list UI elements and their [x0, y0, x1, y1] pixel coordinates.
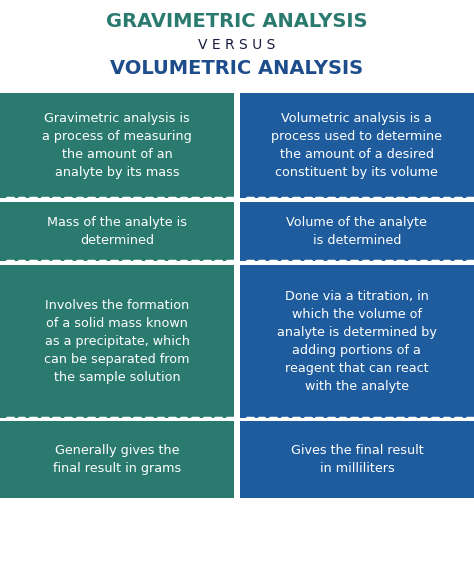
FancyBboxPatch shape [0, 265, 234, 418]
FancyBboxPatch shape [240, 93, 474, 198]
Text: Involves the formation
of a solid mass known
as a precipitate, which
can be sepa: Involves the formation of a solid mass k… [45, 299, 190, 384]
Text: GRAVIMETRIC ANALYSIS: GRAVIMETRIC ANALYSIS [106, 12, 368, 32]
Text: Generally gives the
final result in grams: Generally gives the final result in gram… [53, 444, 181, 475]
Text: Gives the final result
in milliliters: Gives the final result in milliliters [291, 444, 423, 475]
FancyBboxPatch shape [0, 93, 234, 198]
FancyBboxPatch shape [0, 202, 234, 261]
FancyBboxPatch shape [0, 421, 234, 498]
FancyBboxPatch shape [240, 265, 474, 418]
Text: Volumetric analysis is a
process used to determine
the amount of a desired
const: Volumetric analysis is a process used to… [272, 112, 442, 179]
Text: VOLUMETRIC ANALYSIS: VOLUMETRIC ANALYSIS [110, 59, 364, 79]
Text: Gravimetric analysis is
a process of measuring
the amount of an
analyte by its m: Gravimetric analysis is a process of mea… [42, 112, 192, 179]
Text: Visit www.pediaa.com: Visit www.pediaa.com [316, 548, 424, 558]
Text: Volume of the analyte
is determined: Volume of the analyte is determined [286, 216, 428, 247]
FancyBboxPatch shape [240, 421, 474, 498]
Text: Done via a titration, in
which the volume of
analyte is determined by
adding por: Done via a titration, in which the volum… [277, 290, 437, 393]
Text: V E R S U S: V E R S U S [198, 38, 276, 53]
FancyBboxPatch shape [240, 202, 474, 261]
Text: Mass of the analyte is
determined: Mass of the analyte is determined [47, 216, 187, 247]
FancyBboxPatch shape [0, 0, 474, 93]
